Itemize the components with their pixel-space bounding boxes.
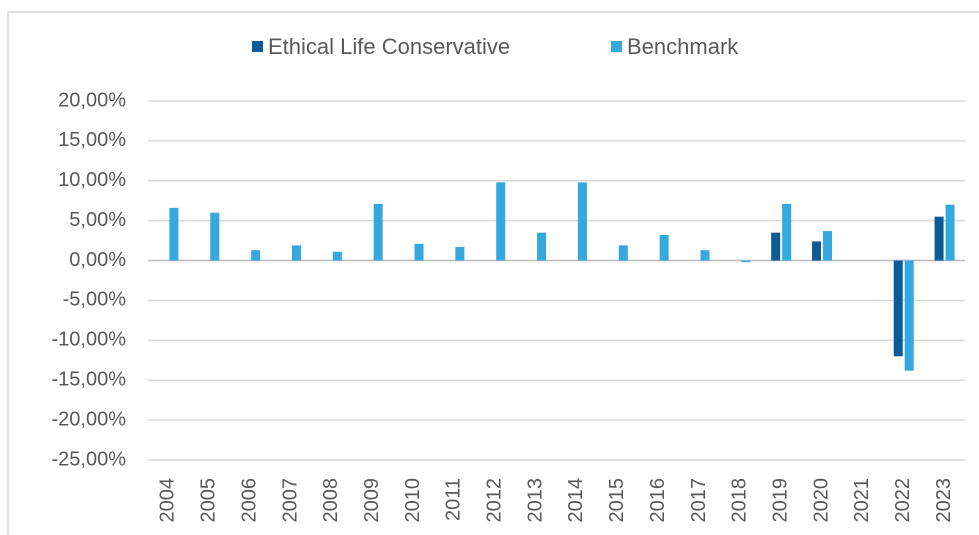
bar: [893, 260, 903, 357]
x-tick-label: 2013: [524, 478, 546, 523]
y-tick-label: 10,00%: [58, 169, 126, 191]
legend-label: Ethical Life Conservative: [268, 34, 510, 59]
bar: [618, 245, 628, 261]
x-tick-label: 2005: [198, 478, 220, 523]
x-tick-label: 2018: [729, 478, 751, 523]
bar: [537, 232, 547, 261]
x-tick-label: 2022: [892, 478, 914, 523]
bar: [332, 251, 342, 261]
x-tick-label: 2007: [279, 478, 301, 523]
y-tick-label: 15,00%: [58, 129, 126, 151]
bar: [577, 182, 587, 261]
bar: [455, 246, 465, 261]
bar: [945, 204, 955, 261]
bar: [741, 260, 751, 263]
bar: [659, 235, 669, 261]
bar: [771, 232, 781, 261]
bar: [291, 245, 301, 261]
y-tick-label: 5,00%: [69, 209, 126, 231]
bar: [251, 250, 261, 261]
x-tick-label: 2010: [402, 478, 424, 523]
y-tick-label: 20,00%: [58, 89, 126, 111]
bar: [414, 243, 424, 261]
bar: [169, 207, 179, 261]
x-tick-label: 2023: [933, 478, 955, 523]
bar: [934, 216, 944, 261]
bar: [700, 250, 710, 261]
legend-swatch: [252, 41, 263, 52]
y-tick-label: -10,00%: [52, 329, 127, 351]
y-tick-label: 0,00%: [69, 249, 126, 271]
x-tick-label: 2017: [688, 478, 710, 523]
x-tick-label: 2019: [769, 478, 791, 523]
x-tick-label: 2008: [320, 478, 342, 523]
bar: [904, 260, 914, 371]
y-tick-label: -15,00%: [52, 369, 127, 391]
bar: [373, 203, 383, 261]
x-tick-label: 2014: [565, 478, 587, 523]
y-tick-label: -25,00%: [52, 448, 127, 470]
x-tick-label: 2016: [647, 478, 669, 523]
x-tick-label: 2012: [484, 478, 506, 523]
x-tick-label: 2006: [238, 478, 260, 523]
y-tick-label: -20,00%: [52, 408, 127, 430]
chart-border: [7, 11, 979, 535]
x-tick-label: 2021: [851, 478, 873, 523]
bar: [812, 241, 822, 261]
bar: [210, 212, 220, 261]
x-tick-label: 2015: [606, 478, 628, 523]
bar: [782, 203, 792, 261]
x-tick-label: 2004: [157, 478, 179, 523]
y-tick-label: -5,00%: [63, 289, 127, 311]
bar: [496, 182, 506, 261]
legend-swatch: [611, 41, 622, 52]
legend-label: Benchmark: [627, 34, 739, 59]
bar: [823, 231, 833, 261]
x-tick-label: 2020: [810, 478, 832, 523]
x-tick-label: 2009: [361, 478, 383, 523]
x-tick-label: 2011: [443, 478, 465, 521]
